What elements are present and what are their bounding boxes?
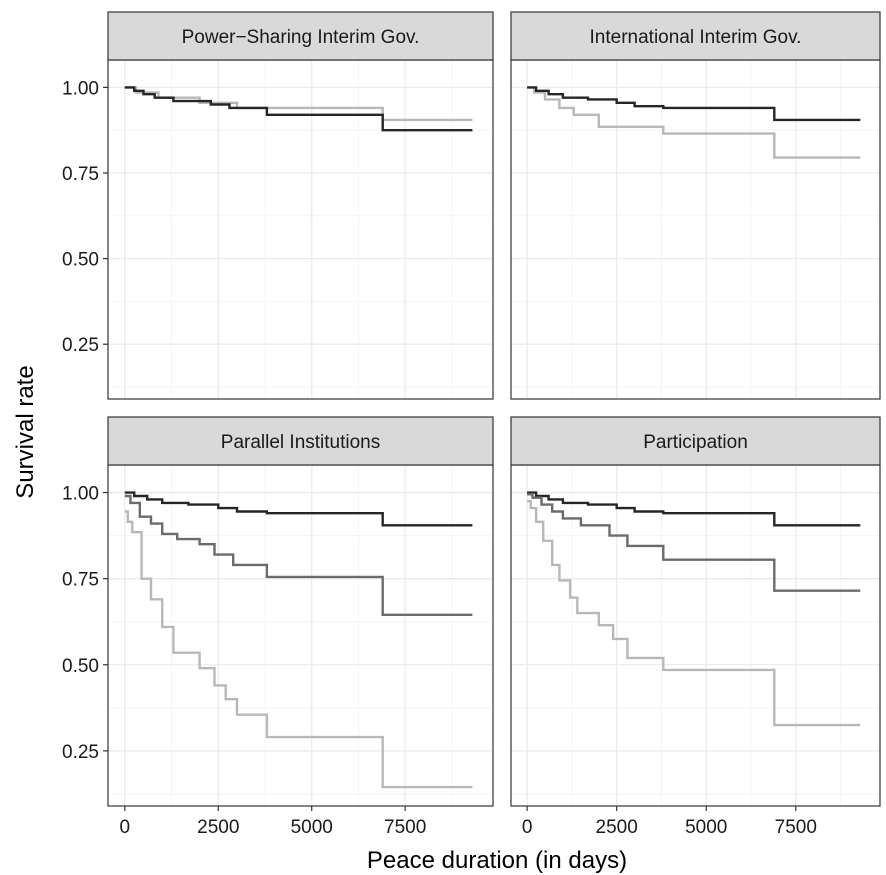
x-axis-title: Peace duration (in days) <box>367 847 627 874</box>
y-tick-label: 0.50 <box>62 250 99 271</box>
x-tick-label: 2500 <box>596 817 638 838</box>
facet-strip <box>510 416 881 466</box>
facet-strip-label: Parallel Institutions <box>221 432 380 453</box>
y-tick-label: 1.00 <box>62 484 99 505</box>
panel-2: International Interim Gov. <box>510 11 881 400</box>
survival-curve-light <box>527 500 861 727</box>
x-tick-label: 0 <box>522 817 533 838</box>
survival-curve-medium <box>527 493 861 592</box>
panel-background <box>108 465 493 806</box>
panel-background <box>511 465 880 806</box>
survival-curve-dark <box>124 86 473 132</box>
survival-curve-light <box>527 86 861 159</box>
facet-strip <box>107 11 494 61</box>
x-tick-label: 2500 <box>197 817 239 838</box>
panel-3: Parallel Institutions 0.25 0.50 0.75 1.00 0 25… <box>62 416 494 838</box>
panel-background <box>511 60 880 399</box>
survival-curve-dark <box>124 491 473 527</box>
y-tick-label: 1.00 <box>62 78 99 99</box>
y-tick-label: 0.25 <box>62 742 99 763</box>
survival-curve-dark <box>527 86 861 122</box>
facet-strip <box>510 11 881 61</box>
facet-strip-label: Power−Sharing Interim Gov. <box>182 27 420 48</box>
panel-1: Power−Sharing Interim Gov. 0.25 0.50 0.75 1.… <box>62 11 494 400</box>
y-tick-label: 0.75 <box>62 570 99 591</box>
panel-background <box>108 60 493 399</box>
y-tick-label: 0.25 <box>62 335 99 356</box>
facet-strip-label: International Interim Gov. <box>590 27 802 48</box>
y-axis-title: Survival rate <box>12 365 39 498</box>
x-tick-label: 7500 <box>775 817 817 838</box>
x-tick-label: 5000 <box>685 817 727 838</box>
x-tick-label: 0 <box>120 817 131 838</box>
x-tick-label: 5000 <box>291 817 333 838</box>
survival-curve-dark <box>527 491 861 527</box>
survival-curve-medium <box>124 494 473 616</box>
panel-4: Participation 0 2500 5000 7500 <box>510 416 881 838</box>
y-tick-label: 0.50 <box>62 656 99 677</box>
facet-strip-label: Participation <box>643 432 748 453</box>
facet-strip <box>107 416 494 466</box>
x-tick-label: 7500 <box>384 817 426 838</box>
y-tick-label: 0.75 <box>62 164 99 185</box>
survival-curve-light <box>124 510 473 789</box>
